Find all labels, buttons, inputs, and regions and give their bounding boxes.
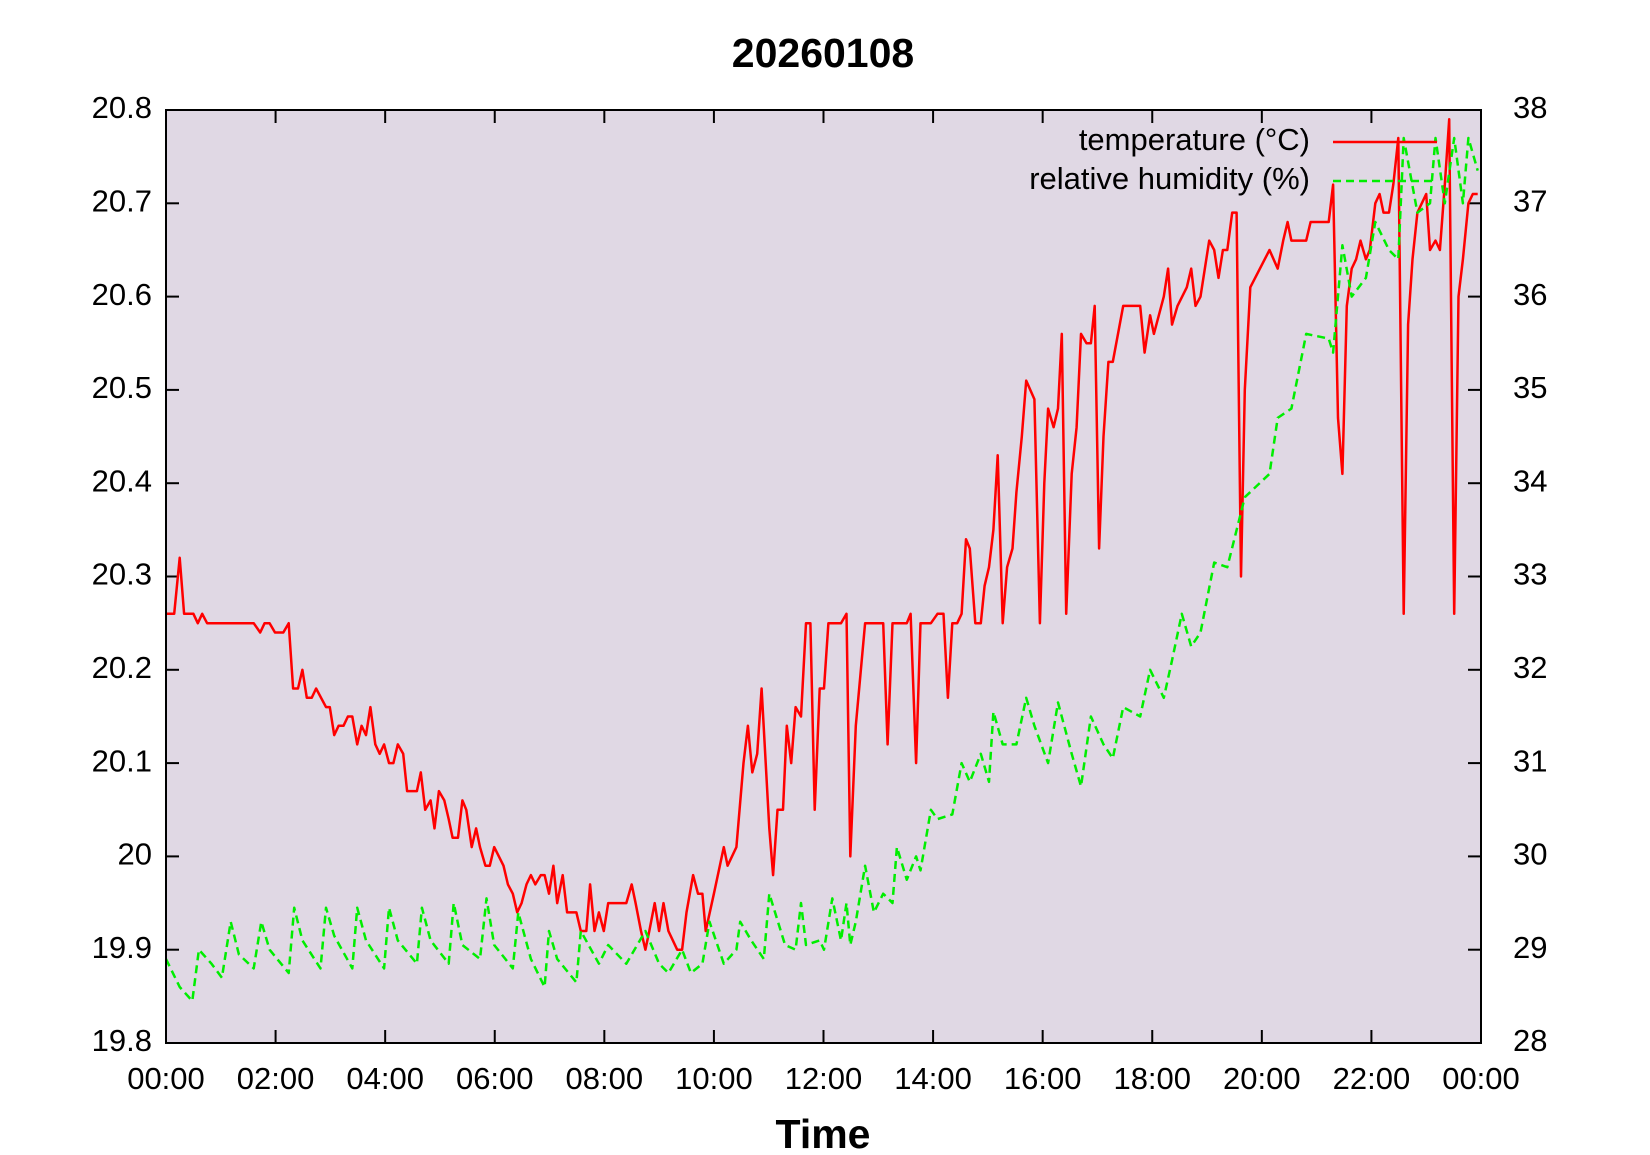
x-tick-label: 20:00 bbox=[1223, 1061, 1301, 1096]
y2-tick-label: 37 bbox=[1513, 183, 1547, 218]
y2-tick-label: 36 bbox=[1513, 277, 1547, 312]
y-tick-label: 19.9 bbox=[92, 930, 152, 965]
y2-tick-label: 34 bbox=[1513, 463, 1547, 498]
x-tick-label: 00:00 bbox=[127, 1061, 205, 1096]
y2-tick-label: 32 bbox=[1513, 650, 1547, 685]
x-tick-label: 04:00 bbox=[346, 1061, 424, 1096]
x-tick-label: 18:00 bbox=[1113, 1061, 1191, 1096]
x-tick-label: 22:00 bbox=[1333, 1061, 1411, 1096]
y2-tick-label: 30 bbox=[1513, 837, 1547, 872]
x-tick-label: 14:00 bbox=[894, 1061, 972, 1096]
y-tick-label: 20.7 bbox=[92, 183, 152, 218]
x-tick-label: 06:00 bbox=[456, 1061, 534, 1096]
series-line bbox=[166, 118, 1478, 951]
legend-label: relative humidity (%) bbox=[1029, 161, 1310, 196]
x-tick-label: 10:00 bbox=[675, 1061, 753, 1096]
y-tick-label: 20.4 bbox=[92, 463, 152, 498]
y2-tick-label: 35 bbox=[1513, 370, 1547, 405]
y-tick-label: 20 bbox=[118, 837, 152, 872]
y-tick-label: 19.8 bbox=[92, 1023, 152, 1058]
x-tick-label: 02:00 bbox=[237, 1061, 315, 1096]
y2-tick-label: 33 bbox=[1513, 557, 1547, 592]
y2-tick-label: 28 bbox=[1513, 1023, 1547, 1058]
y-tick-label: 20.8 bbox=[92, 90, 152, 125]
legend-label: temperature (°C) bbox=[1079, 122, 1310, 157]
series-line bbox=[164, 136, 1479, 1003]
y2-tick-label: 38 bbox=[1513, 90, 1547, 125]
y-tick-label: 20.1 bbox=[92, 743, 152, 778]
x-tick-label: 08:00 bbox=[566, 1061, 644, 1096]
x-tick-label: 16:00 bbox=[1004, 1061, 1082, 1096]
y-tick-label: 20.2 bbox=[92, 650, 152, 685]
y2-tick-label: 31 bbox=[1513, 743, 1547, 778]
y2-tick-label: 29 bbox=[1513, 930, 1547, 965]
plot-background bbox=[166, 110, 1481, 1043]
x-tick-label: 12:00 bbox=[785, 1061, 863, 1096]
y-tick-label: 20.6 bbox=[92, 277, 152, 312]
x-axis-label: Time bbox=[776, 1111, 871, 1155]
plot-frame bbox=[165, 109, 1482, 1044]
y-tick-label: 20.3 bbox=[92, 557, 152, 592]
y-tick-label: 20.5 bbox=[92, 370, 152, 405]
chart-title: 20260108 bbox=[732, 30, 914, 76]
x-tick-label: 00:00 bbox=[1442, 1061, 1520, 1096]
